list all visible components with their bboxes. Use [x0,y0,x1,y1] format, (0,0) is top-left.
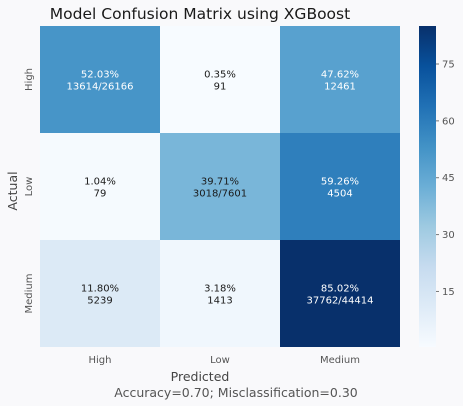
x-axis-label: Predicted [171,369,230,384]
cell-percentage-label: 85.02% [321,284,359,295]
colorbar-ticks: 15 30 45 60 75 [436,59,455,298]
cell-percentage-label: 3.18% [204,284,236,295]
cell-percentage-label: 52.03% [81,70,119,81]
cell-count-label: 12461 [324,82,356,93]
x-tick-labels: High Low Medium [89,355,360,366]
colorbar-tick-label: 75 [442,59,455,70]
colorbar-tick-label: 30 [442,230,455,241]
cell-count-label: 4504 [327,189,352,200]
cell-count-label: 1413 [207,296,232,307]
cell-count-label: 37762/44414 [307,296,374,307]
cell-percentage-label: 59.26% [321,177,359,188]
cell-count-label: 91 [214,82,227,93]
cell-count-label: 5239 [87,296,112,307]
cell-count-label: 13614/26166 [67,82,134,93]
x-tick-label: Low [210,355,230,366]
heatmap-cell [160,240,280,347]
y-tick-label: Medium [24,274,35,314]
x-tick-label: Medium [320,355,360,366]
y-tick-label: Low [24,177,35,197]
heatmap-cell [40,240,160,347]
heatmap-cell [160,133,280,240]
colorbar-tick-label: 60 [442,116,455,127]
heatmap-cell-labels: 52.03%13614/26166 0.35%91 47.62%12461 1.04%… [67,70,374,307]
cell-count-label: 79 [94,189,107,200]
y-tick-labels: High Low Medium [24,68,35,313]
x-tick-label: High [89,355,112,366]
heatmap-cells [40,26,400,347]
colorbar: 15 30 45 60 75 [419,26,455,347]
colorbar-gradient [419,26,436,347]
accuracy-footer: Accuracy=0.70; Misclassification=0.30 [114,385,358,400]
y-axis-label: Actual [5,171,20,210]
cell-percentage-label: 39.71% [201,177,239,188]
cell-percentage-label: 0.35% [204,70,236,81]
cell-percentage-label: 11.80% [81,284,119,295]
cell-percentage-label: 47.62% [321,70,359,81]
colorbar-tick-label: 45 [442,173,455,184]
heatmap-cell [160,26,280,133]
heatmap-cell [280,240,400,347]
heatmap-cell [40,133,160,240]
heatmap-cell [280,133,400,240]
y-tick-label: High [24,68,35,91]
chart-title: Model Confusion Matrix using XGBoost [50,5,350,23]
colorbar-tick-label: 15 [442,287,455,298]
heatmap-cell [40,26,160,133]
cell-count-label: 3018/7601 [193,189,247,200]
heatmap-cell [280,26,400,133]
cell-percentage-label: 1.04% [84,177,116,188]
